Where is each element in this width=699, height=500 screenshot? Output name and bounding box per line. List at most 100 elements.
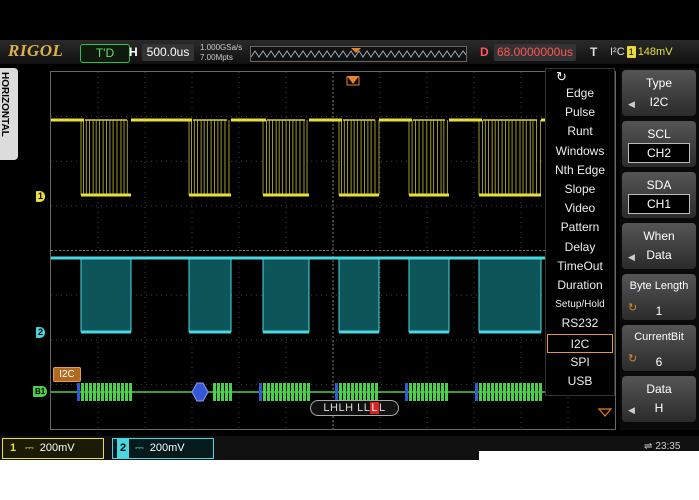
ch2-burst-fill — [189, 258, 231, 332]
ch1-marker[interactable]: 1 — [36, 191, 46, 202]
bus-data-bit — [225, 383, 228, 401]
bus-data-bit — [539, 383, 542, 401]
trigger-type-i2c[interactable]: I2C — [547, 333, 613, 353]
bus-data-bit — [213, 383, 216, 401]
bus-data-bit — [295, 383, 298, 401]
when-button[interactable]: When ◀ Data — [622, 223, 696, 269]
bus-data-bit — [375, 383, 378, 401]
memory-depth: 7.00Mpts — [200, 53, 233, 62]
bus-data-bit — [113, 383, 116, 401]
brand-logo: RIGOL — [8, 41, 64, 60]
sda-button[interactable]: SDA CH1 — [622, 172, 696, 218]
timebase-value[interactable]: 500.0us — [142, 44, 194, 61]
bus-data-bit — [515, 383, 518, 401]
data-title: Data — [646, 382, 672, 396]
current-bit-value: 6 — [655, 355, 663, 369]
bus-data-bit — [217, 383, 220, 401]
knob-select-icon: ↻ — [556, 69, 567, 84]
trigger-type-rs232[interactable]: RS232 — [561, 316, 599, 331]
bus-data-bit — [279, 383, 282, 401]
bus-data-bit — [441, 383, 444, 401]
overview-zigzag — [250, 50, 467, 58]
bus-start-marker — [475, 383, 478, 401]
trigger-type-pattern[interactable]: Pattern — [560, 220, 600, 235]
bus-data-bit — [121, 383, 124, 401]
byte-length-button[interactable]: Byte Length ↻ 1 — [622, 274, 696, 320]
bus-data-bit — [503, 383, 506, 401]
bus-data-bit — [101, 383, 104, 401]
trigger-type-windows[interactable]: Windows — [555, 143, 605, 158]
ch2-scale-box[interactable]: 2 ⎓ 200mV — [112, 438, 214, 459]
trigger-type-setup-hold[interactable]: Setup/Hold — [555, 299, 605, 311]
ch2-marker[interactable]: 2 — [36, 327, 46, 338]
ch1-burst-bg — [479, 118, 541, 197]
memory-overview-graphic — [250, 48, 467, 58]
ch1-scale-box[interactable]: 1 ⎓ 200mV — [2, 438, 104, 459]
bus-data-bit — [355, 383, 358, 401]
trigger-info[interactable]: I²C 1 148mV — [610, 44, 673, 61]
sda-title: SDA — [646, 178, 672, 192]
bus-data-bit — [531, 383, 534, 401]
bus-data-bit — [109, 383, 112, 401]
timebase-label: H — [129, 45, 138, 59]
horizontal-tab[interactable]: HORIZONTAL — [0, 68, 18, 160]
bus-data-bit — [221, 383, 224, 401]
waveform-grid[interactable] — [50, 71, 616, 430]
delay-label: D — [480, 45, 489, 59]
bus-data-bit — [363, 383, 366, 401]
trigger-type-pulse[interactable]: Pulse — [564, 105, 596, 120]
bus-data-bit — [445, 383, 448, 401]
trigger-type-slope[interactable]: Slope — [564, 182, 596, 196]
data-button[interactable]: Data ◀ H — [622, 376, 696, 422]
bus-data-bit — [117, 383, 120, 401]
bus-data-bit — [527, 383, 530, 401]
trigger-source-badge: 1 — [626, 46, 636, 58]
bus-address-frame — [191, 382, 209, 402]
trigger-type-dropdown[interactable]: ↻ Edge Pulse Runt Windows Nth Edge Slope Video… — [545, 68, 615, 396]
bus-data-bit — [291, 383, 294, 401]
bus-data-bit — [299, 383, 302, 401]
bus-start-marker — [335, 383, 338, 401]
bus-data-bit — [491, 383, 494, 401]
bus-data-bit — [519, 383, 522, 401]
bus-data-bit — [371, 383, 374, 401]
bus-data-bit — [267, 383, 270, 401]
trigger-type-nth-edge[interactable]: Nth Edge — [554, 162, 606, 177]
trigger-type-delay[interactable]: Delay — [564, 239, 596, 254]
left-arrow-icon: ◀ — [628, 405, 635, 415]
type-button[interactable]: Type ◀ I2C — [622, 70, 696, 116]
when-value: Data — [646, 248, 672, 262]
trigger-type-runt[interactable]: Runt — [567, 124, 593, 139]
trigger-level-arrow-icon — [597, 408, 613, 417]
trigger-type-usb[interactable]: USB — [567, 374, 593, 388]
trigger-type-timeout[interactable]: TimeOut — [557, 258, 603, 273]
current-bit-button[interactable]: CurrentBit ↻ 6 — [622, 325, 696, 371]
ch2-number: 2 — [117, 439, 129, 458]
bus-data-bit — [479, 383, 482, 401]
trigger-position-marker — [347, 76, 359, 84]
bus-start-marker — [405, 383, 408, 401]
bus-data-bit — [343, 383, 346, 401]
trigger-type-edge[interactable]: Edge — [565, 86, 595, 100]
ch2-burst-fill — [263, 258, 309, 332]
run-status-badge[interactable]: T'D — [80, 44, 130, 63]
bus-data-bit — [495, 383, 498, 401]
bus-marker[interactable]: B1 — [33, 386, 48, 397]
trigger-position-box — [346, 76, 360, 86]
trigger-label: T — [590, 45, 598, 59]
byte-length-value: 1 — [655, 304, 663, 318]
bus-data-bit — [511, 383, 514, 401]
usb-icon: ⇌ — [644, 441, 653, 452]
trigger-type-duration[interactable]: Duration — [557, 278, 603, 292]
trigger-type-spi[interactable]: SPI — [570, 354, 590, 369]
bus-label-tag: I2C — [53, 367, 81, 382]
delay-value[interactable]: 68.0000000us — [494, 44, 576, 61]
ch2-burst-fill — [479, 258, 541, 332]
bus-data-bit — [433, 383, 436, 401]
bus-data-bit — [523, 383, 526, 401]
bus-data-bit — [483, 383, 486, 401]
bus-data-bit — [93, 383, 96, 401]
scl-button[interactable]: SCL CH2 — [622, 121, 696, 167]
trigger-type: I²C — [610, 46, 625, 58]
trigger-type-video[interactable]: Video — [564, 201, 596, 216]
